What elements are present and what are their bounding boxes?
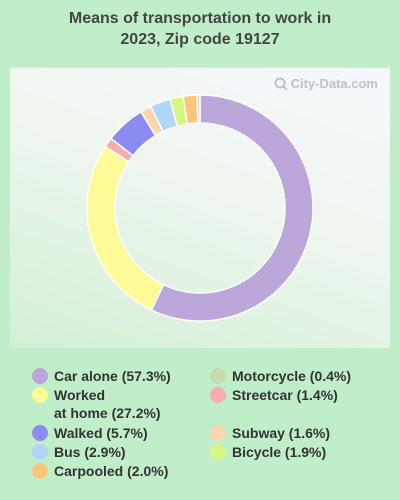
legend-swatch-car-alone bbox=[32, 368, 48, 384]
legend-item-bicycle: Bicycle (1.9%) bbox=[210, 443, 326, 461]
legend-swatch-bicycle bbox=[210, 444, 226, 460]
legend-label-bicycle: Bicycle (1.9%) bbox=[232, 444, 327, 460]
legend-label-motorcycle: Motorcycle (0.4%) bbox=[232, 368, 352, 384]
legend-label-streetcar: Streetcar (1.4%) bbox=[232, 387, 338, 403]
legend-swatch-subway bbox=[210, 425, 226, 441]
legend-label-worked-at-home-line2: at home (27.2%) bbox=[54, 405, 161, 421]
chart-title-line2: 2023, Zip code 19127 bbox=[120, 31, 280, 48]
legend-item-worked-at-home: Worked at home (27.2%) bbox=[32, 386, 161, 422]
legend-item-motorcycle: Motorcycle (0.4%) bbox=[210, 367, 351, 385]
legend-swatch-streetcar bbox=[210, 387, 226, 403]
slice-car-alone bbox=[150, 94, 314, 322]
legend-label-bus: Bus (2.9%) bbox=[54, 444, 126, 460]
legend-item-carpooled: Carpooled (2.0%) bbox=[32, 462, 168, 480]
watermark-magnifier-icon bbox=[274, 77, 288, 91]
legend-label-car-alone: Car alone (57.3%) bbox=[54, 368, 171, 384]
legend-swatch-worked-at-home bbox=[32, 387, 48, 403]
legend-swatch-walked bbox=[32, 425, 48, 441]
plot-area: City-Data.com bbox=[10, 67, 390, 348]
legend-label-worked-at-home-line1: Worked bbox=[54, 387, 106, 403]
slice-motorcycle bbox=[196, 94, 201, 124]
slice-worked-at-home bbox=[86, 145, 165, 312]
chart-title-line1: Means of transportation to work in bbox=[68, 10, 332, 27]
donut-chart bbox=[86, 94, 314, 322]
watermark: City-Data.com bbox=[274, 76, 378, 91]
legend-item-bus: Bus (2.9%) bbox=[32, 443, 126, 461]
legend-swatch-carpooled bbox=[32, 463, 48, 479]
chart-title: Means of transportation to work in 2023,… bbox=[0, 8, 400, 50]
legend-item-subway: Subway (1.6%) bbox=[210, 424, 330, 442]
legend-label-subway: Subway (1.6%) bbox=[232, 425, 331, 441]
watermark-text: City-Data.com bbox=[290, 76, 378, 91]
legend: Car alone (57.3%) Worked at home (27.2%)… bbox=[0, 367, 400, 497]
legend-item-car-alone: Car alone (57.3%) bbox=[32, 367, 171, 385]
legend-label-walked: Walked (5.7%) bbox=[54, 425, 148, 441]
legend-swatch-motorcycle bbox=[210, 368, 226, 384]
legend-label-carpooled: Carpooled (2.0%) bbox=[54, 463, 169, 479]
legend-item-walked: Walked (5.7%) bbox=[32, 424, 148, 442]
legend-swatch-bus bbox=[32, 444, 48, 460]
legend-item-streetcar: Streetcar (1.4%) bbox=[210, 386, 338, 404]
legend-label-worked-at-home: Worked at home (27.2%) bbox=[54, 386, 161, 422]
